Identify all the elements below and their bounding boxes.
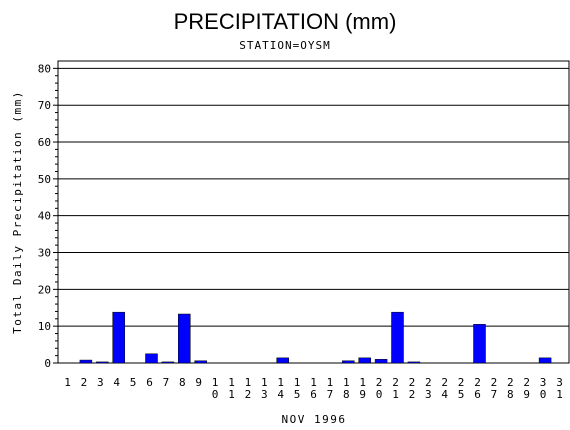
y-tick-label: 10	[38, 320, 51, 333]
x-tick-label-digit: 5	[458, 388, 465, 401]
x-tick-label-digit: 1	[212, 376, 219, 389]
y-tick-label: 70	[38, 99, 51, 112]
bar-day-22	[407, 361, 421, 364]
x-tick-label-digit: 0	[212, 388, 219, 401]
bar-day-30	[538, 357, 552, 364]
bar-day-21	[391, 311, 404, 364]
y-tick-label: 40	[38, 210, 51, 223]
x-tick-label-digit: 1	[261, 376, 268, 389]
x-tick-label-digit: 1	[245, 376, 252, 389]
x-tick-label-digit: 5	[130, 376, 137, 389]
x-tick-label-digit: 2	[507, 376, 514, 389]
plot-frame	[57, 60, 570, 364]
x-tick-label-digit: 1	[392, 388, 399, 401]
x-tick-label-digit: 8	[507, 388, 514, 401]
x-tick-label-digit: 1	[327, 376, 334, 389]
x-tick-label-digit: 1	[64, 376, 71, 389]
bar-day-4	[112, 311, 125, 364]
x-tick-label-digit: 2	[523, 376, 530, 389]
x-tick-label-digit: 1	[359, 376, 366, 389]
x-tick-label-digit: 2	[392, 376, 399, 389]
x-tick-label-digit: 3	[97, 376, 104, 389]
chart-subtitle: STATION=OYSM	[239, 39, 330, 52]
bar-day-7	[161, 361, 175, 364]
bar-day-20	[374, 359, 388, 364]
x-tick-label-digit: 9	[359, 388, 366, 401]
x-tick-label-digit: 2	[491, 376, 498, 389]
x-tick-label-digit: 1	[228, 388, 235, 401]
x-tick-label-digit: 6	[310, 388, 317, 401]
x-tick-label-digit: 2	[376, 376, 383, 389]
y-axis-label: Total Daily Precipitation (mm)	[11, 90, 24, 334]
x-axis-label: NOV 1996	[282, 413, 347, 426]
x-tick-label-digit: 8	[179, 376, 186, 389]
y-tick-label: 50	[38, 173, 51, 186]
x-tick-label-digit: 0	[540, 388, 547, 401]
y-tick-label: 0	[44, 357, 51, 370]
x-tick-label-digit: 4	[277, 388, 284, 401]
x-tick-label-digit: 7	[327, 388, 334, 401]
x-tick-label-digit: 3	[556, 376, 563, 389]
x-tick-label-digit: 6	[474, 388, 481, 401]
x-tick-label-digit: 1	[294, 376, 301, 389]
bar-day-14	[276, 357, 289, 364]
bar-day-2	[79, 359, 93, 364]
x-tick-label-digit: 9	[523, 388, 530, 401]
x-tick-label-digit: 1	[228, 376, 235, 389]
x-tick-label-digit: 3	[540, 376, 547, 389]
x-tick-label-digit: 4	[113, 376, 120, 389]
x-tick-label-digit: 8	[343, 388, 350, 401]
x-tick-label-digit: 1	[556, 388, 563, 401]
x-tick-label-digit: 3	[425, 388, 432, 401]
x-tick-label-digit: 2	[474, 376, 481, 389]
x-tick-label-digit: 5	[294, 388, 301, 401]
x-tick-label-digit: 2	[425, 376, 432, 389]
x-tick-label-digit: 7	[163, 376, 170, 389]
bar-day-8	[178, 313, 191, 364]
x-tick-label-digit: 2	[409, 376, 416, 389]
x-tick-label-digit: 2	[81, 376, 88, 389]
y-tick-label: 20	[38, 283, 51, 296]
x-tick-label-digit: 1	[310, 376, 317, 389]
x-tick-label-digit: 0	[376, 388, 383, 401]
chart-title: PRECIPITATION (mm)	[174, 9, 397, 34]
x-tick-label-digit: 2	[441, 376, 448, 389]
bar-day-3	[96, 361, 109, 364]
y-tick-label: 80	[38, 62, 51, 75]
y-tick-label: 30	[38, 247, 51, 260]
x-tick-label-digit: 6	[146, 376, 153, 389]
bar-day-26	[473, 324, 486, 364]
bar-day-9	[194, 360, 207, 364]
y-tick-label: 60	[38, 136, 51, 149]
x-tick-label-digit: 4	[441, 388, 448, 401]
x-tick-label-digit: 1	[277, 376, 284, 389]
x-tick-label-digit: 2	[458, 376, 465, 389]
x-tick-label-digit: 2	[409, 388, 416, 401]
x-tick-label-digit: 7	[491, 388, 498, 401]
x-tick-label-digit: 3	[261, 388, 268, 401]
x-tick-label-digit: 9	[195, 376, 202, 389]
x-tick-label-digit: 2	[245, 388, 252, 401]
x-tick-label-digit: 1	[343, 376, 350, 389]
bar-day-6	[145, 353, 158, 364]
bar-day-18	[342, 360, 355, 364]
bar-day-19	[358, 357, 371, 364]
